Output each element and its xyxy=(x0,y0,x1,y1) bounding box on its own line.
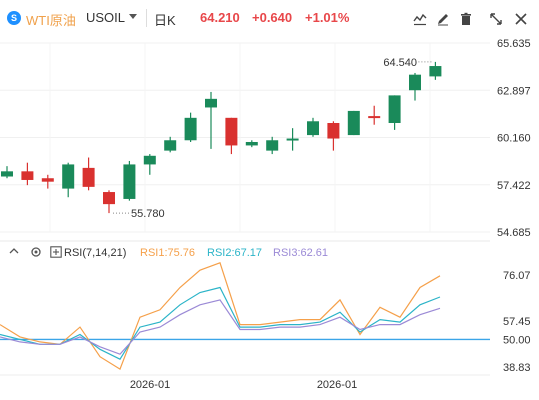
settings-gear-icon[interactable] xyxy=(30,246,42,261)
rsi1-value: RSI1:75.76 xyxy=(140,247,196,259)
rsi-series-rsi2 xyxy=(0,286,441,360)
rsi-header: RSI(7,14,21) RSI1:75.76 RSI2:67.17 RSI3:… xyxy=(0,244,539,264)
symbol-name[interactable]: WTI原油 xyxy=(26,13,76,28)
symbol-badge-icon: S xyxy=(7,11,21,25)
collapse-chevron-icon[interactable] xyxy=(9,246,19,259)
candle-body xyxy=(307,121,319,136)
candle-body xyxy=(409,74,421,91)
price-axis-label: 60.160 xyxy=(497,133,531,145)
candle-body xyxy=(286,138,299,141)
candle-body xyxy=(388,95,401,124)
price-change: +0.640 xyxy=(252,10,293,25)
indicator-icon[interactable] xyxy=(410,9,430,29)
candle-body xyxy=(429,66,442,77)
candle-body xyxy=(82,167,95,187)
rsi-axis-label: 50.00 xyxy=(503,334,531,346)
candle-body xyxy=(123,164,136,199)
rsi-axis-label: 38.83 xyxy=(503,362,531,374)
x-axis-date-label: 2026-01 xyxy=(130,379,170,391)
rsi2-value: RSI2:67.17 xyxy=(207,247,263,259)
period-selector[interactable]: 日K xyxy=(154,13,176,28)
toolbar: S WTI原油 USOIL 日K 64.210 +0.640 +1.01% xyxy=(0,0,539,34)
candle-body xyxy=(1,171,13,177)
candle-body xyxy=(143,155,156,165)
rsi-axis-label: 57.45 xyxy=(503,316,531,328)
current-price: 64.210 xyxy=(200,10,240,25)
price-axis-label: 57.422 xyxy=(497,180,531,192)
draw-pen-icon[interactable] xyxy=(433,9,453,29)
x-axis-date-label: 2026-01 xyxy=(317,379,357,391)
candle-body xyxy=(184,117,197,141)
candle-body xyxy=(266,140,279,151)
price-change-pct: +1.01% xyxy=(305,10,350,25)
candle-body xyxy=(245,141,258,146)
rsi3-value: RSI3:62.61 xyxy=(273,247,329,259)
candle-body xyxy=(41,178,54,182)
candle-body xyxy=(347,110,360,136)
candle-body xyxy=(368,116,381,119)
rsi-menu-icon[interactable] xyxy=(50,246,62,261)
rsi-series-rsi1 xyxy=(0,262,441,370)
expand-icon[interactable] xyxy=(486,9,506,29)
low-annotation: 55.780 xyxy=(131,208,165,220)
symbol-dropdown-chevron-icon[interactable] xyxy=(129,14,137,19)
high-annotation: 64.540 xyxy=(383,57,417,69)
price-axis-label: 62.897 xyxy=(497,85,531,97)
rsi-axis-label: 76.07 xyxy=(503,270,531,282)
rsi-title: RSI(7,14,21) xyxy=(64,247,127,259)
price-axis-label: 65.635 xyxy=(497,38,531,50)
candle-body xyxy=(225,117,238,146)
price-axis-label: 54.685 xyxy=(497,227,531,239)
candle-body xyxy=(327,123,340,139)
symbol-code[interactable]: USOIL xyxy=(86,10,126,25)
candle-body xyxy=(103,192,115,205)
delete-trash-icon[interactable] xyxy=(456,9,476,29)
candle-body xyxy=(21,171,34,180)
divider xyxy=(146,9,147,27)
candle-body xyxy=(62,164,75,189)
rsi-series-rsi3 xyxy=(0,299,441,355)
close-icon[interactable] xyxy=(511,9,531,29)
candle-body xyxy=(205,98,217,108)
candle-body xyxy=(164,140,177,151)
